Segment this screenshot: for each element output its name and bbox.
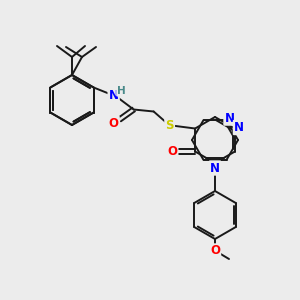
- Text: H: H: [117, 85, 126, 95]
- Text: N: N: [234, 121, 244, 134]
- Text: O: O: [109, 117, 119, 130]
- Text: O: O: [167, 145, 177, 158]
- Text: N: N: [224, 112, 235, 124]
- Text: N: N: [109, 89, 119, 102]
- Text: O: O: [210, 244, 220, 257]
- Text: S: S: [165, 119, 174, 132]
- Text: N: N: [210, 161, 220, 175]
